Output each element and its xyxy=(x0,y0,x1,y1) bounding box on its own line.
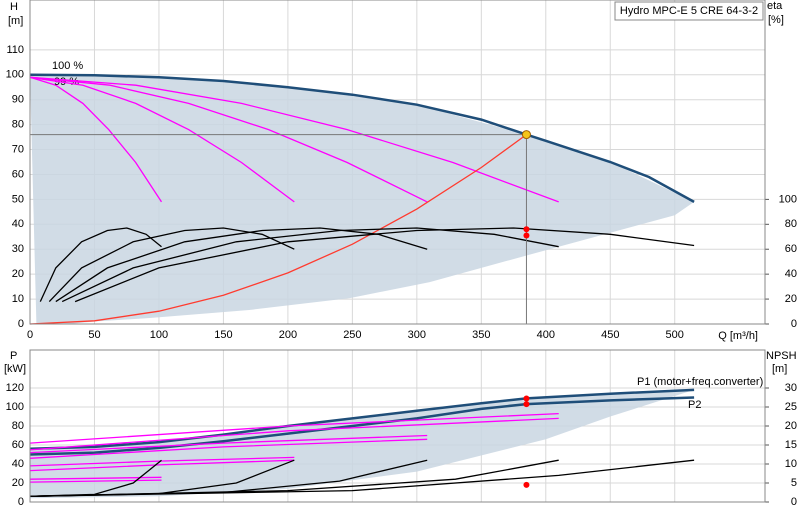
curve xyxy=(29,76,428,203)
y2-axis-title: NPSH xyxy=(766,350,797,362)
curve xyxy=(29,417,559,451)
curve xyxy=(29,456,295,467)
y-tick-label: 10 xyxy=(12,293,24,305)
x-tick-label: 150 xyxy=(214,329,232,341)
curve xyxy=(61,227,559,303)
curve-label: P2 xyxy=(688,399,701,411)
y-axis-title: H xyxy=(10,1,18,13)
marker xyxy=(523,481,530,488)
y2-tick-label: 15 xyxy=(785,439,797,451)
curve xyxy=(29,388,695,451)
curve xyxy=(29,76,295,203)
area xyxy=(30,389,695,499)
curve xyxy=(29,438,428,459)
curve xyxy=(48,227,295,303)
x-tick-label: 500 xyxy=(666,329,684,341)
y2-tick-label: 0 xyxy=(791,318,797,330)
y-tick-label: 100 xyxy=(6,401,24,413)
plot-0: 0 50 100 150 200 250 300 350 400 450 5000102030405… xyxy=(6,0,797,341)
x-tick-label: 350 xyxy=(472,329,490,341)
curve-label: 100 % xyxy=(52,60,83,72)
curve-label: P1 (motor+freq.converter) xyxy=(637,376,763,388)
x-tick-label: 200 xyxy=(279,329,297,341)
y2-tick-label: 30 xyxy=(785,382,797,394)
y2-tick-label: 20 xyxy=(785,293,797,305)
y-tick-label: 50 xyxy=(12,193,24,205)
x-tick-label: 0 xyxy=(27,329,33,341)
curve-label: 99 % xyxy=(54,76,79,88)
chart-title: Hydro MPC-E 5 CRE 64-3-2 xyxy=(620,5,758,17)
y-tick-label: 90 xyxy=(12,94,24,106)
y2-tick-label: 20 xyxy=(785,420,797,432)
x-axis-title: Q [m³/h] xyxy=(718,330,758,342)
curve xyxy=(29,434,428,454)
y-tick-label: 80 xyxy=(12,119,24,131)
y-tick-label: 0 xyxy=(18,496,24,508)
y2-tick-label: 10 xyxy=(785,458,797,470)
plot-frame xyxy=(29,0,766,325)
y-tick-label: 110 xyxy=(6,44,24,56)
plot-frame xyxy=(29,349,766,503)
x-tick-label: 450 xyxy=(601,329,619,341)
y2-tick-label: 0 xyxy=(791,496,797,508)
y-tick-label: 80 xyxy=(12,420,24,432)
curve xyxy=(74,227,695,303)
y-tick-label: 20 xyxy=(12,477,24,489)
x-tick-label: 400 xyxy=(537,329,555,341)
y-axis-unit: [m] xyxy=(8,15,23,27)
operating-point xyxy=(521,130,531,140)
y2-tick-label: 60 xyxy=(785,243,797,255)
curve xyxy=(29,412,559,444)
curve xyxy=(29,396,695,456)
y-tick-label: 120 xyxy=(6,382,24,394)
y2-axis-title: eta xyxy=(767,0,783,12)
curve xyxy=(29,134,527,325)
y-tick-label: 100 xyxy=(6,69,24,81)
y2-axis-unit: [m] xyxy=(772,363,787,375)
y-tick-label: 70 xyxy=(12,143,24,155)
curve xyxy=(29,76,163,203)
y-tick-label: 40 xyxy=(12,458,24,470)
plot-1: 0 20 40 60 80 100 120 0 5 10 15 20 25 30 P1 (motor+fre… xyxy=(6,349,797,508)
y-tick-label: 30 xyxy=(12,243,24,255)
y-axis-unit: [kW] xyxy=(4,363,26,375)
curve xyxy=(29,76,559,203)
y2-tick-label: 5 xyxy=(791,477,797,489)
curve xyxy=(29,73,695,203)
y-axis-title: P xyxy=(10,350,17,362)
marker xyxy=(523,401,530,408)
y2-tick-label: 25 xyxy=(785,401,797,413)
y-tick-label: 0 xyxy=(18,318,24,330)
marker xyxy=(523,395,530,402)
marker xyxy=(523,226,530,233)
x-tick-label: 300 xyxy=(408,329,426,341)
y2-axis-unit: [%] xyxy=(768,14,784,26)
curve xyxy=(39,227,162,302)
x-tick-label: 100 xyxy=(150,329,168,341)
curve xyxy=(29,459,295,472)
y2-tick-label: 40 xyxy=(785,268,797,280)
curve xyxy=(29,459,695,497)
y-tick-label: 60 xyxy=(12,439,24,451)
x-tick-label: 250 xyxy=(343,329,361,341)
y-tick-label: 60 xyxy=(12,168,24,180)
y-tick-label: 20 xyxy=(12,268,24,280)
y-tick-label: 40 xyxy=(12,218,24,230)
y2-tick-label: 80 xyxy=(785,218,797,230)
curve xyxy=(29,479,162,483)
y2-tick-label: 100 xyxy=(779,193,797,205)
title-box xyxy=(614,1,764,21)
x-tick-label: 50 xyxy=(88,329,100,341)
marker xyxy=(523,232,530,239)
